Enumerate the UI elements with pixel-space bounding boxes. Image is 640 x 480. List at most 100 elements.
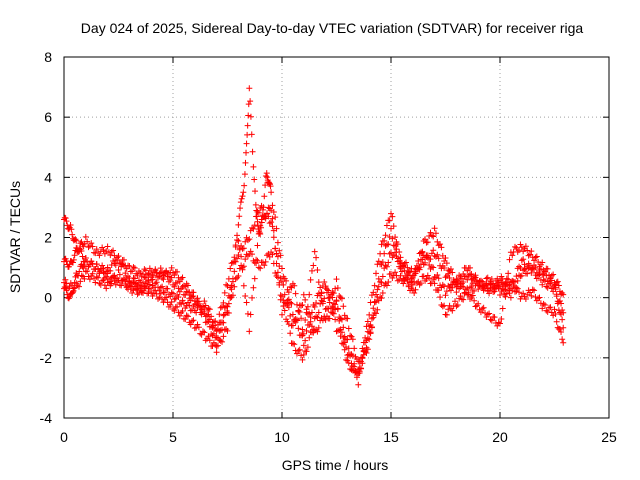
data-point (193, 309, 200, 316)
data-point (385, 241, 392, 248)
data-point (375, 275, 382, 282)
data-point (322, 316, 329, 323)
data-point (62, 215, 69, 222)
data-point (300, 291, 307, 298)
data-point (431, 252, 438, 259)
data-point (103, 268, 110, 275)
data-point (328, 309, 335, 316)
data-point (246, 85, 253, 92)
data-point (511, 243, 518, 250)
data-point (441, 302, 448, 309)
data-point (374, 306, 381, 313)
data-point (269, 251, 276, 258)
data-point (389, 235, 396, 242)
data-point (449, 307, 456, 314)
data-point (235, 221, 242, 228)
data-point (238, 195, 245, 202)
data-point (454, 301, 461, 308)
data-point (287, 330, 294, 337)
data-point (559, 316, 566, 323)
data-point (179, 274, 186, 281)
data-point (265, 204, 272, 211)
data-point (236, 246, 243, 253)
data-point (402, 275, 409, 282)
x-axis-label: GPS time / hours (282, 457, 389, 473)
data-point (213, 349, 220, 356)
data-point (84, 268, 91, 275)
data-point (374, 286, 381, 293)
data-point (520, 267, 527, 274)
data-point (311, 303, 318, 310)
data-point (194, 321, 201, 328)
data-point (460, 296, 467, 303)
data-point (253, 260, 260, 267)
data-point (415, 278, 422, 285)
x-tick-label: 15 (383, 429, 399, 445)
data-point (430, 276, 437, 283)
series-trace-4 (61, 204, 567, 378)
data-point (261, 193, 268, 200)
data-point (303, 309, 310, 316)
data-point (122, 277, 129, 284)
data-point (428, 232, 435, 239)
data-point (176, 312, 183, 319)
data-point (214, 342, 221, 349)
data-point (89, 243, 96, 250)
data-point (401, 260, 408, 267)
data-point (355, 381, 362, 388)
data-point (206, 323, 213, 330)
data-point (435, 255, 442, 262)
data-point (127, 286, 134, 293)
data-point (434, 272, 441, 278)
data-point (86, 276, 93, 283)
data-point (201, 329, 208, 336)
data-point (332, 316, 339, 323)
data-point (67, 221, 74, 228)
data-point (229, 278, 236, 285)
data-point (171, 307, 178, 314)
data-point (388, 210, 394, 217)
data-point (157, 265, 164, 272)
data-point (291, 317, 298, 324)
data-point (383, 222, 390, 229)
data-point (464, 267, 471, 274)
data-point (126, 282, 133, 289)
data-point (248, 131, 255, 138)
data-point (220, 299, 227, 306)
data-point (255, 264, 262, 271)
data-point (164, 273, 171, 280)
data-point (532, 293, 539, 300)
data-point (497, 292, 503, 299)
data-point (232, 243, 239, 250)
data-point (370, 305, 377, 312)
data-point (536, 294, 543, 301)
data-point (274, 253, 281, 260)
data-point (155, 273, 162, 280)
data-point (264, 174, 271, 181)
data-point (521, 266, 528, 273)
data-point (475, 300, 482, 307)
data-point (298, 315, 305, 322)
data-point (315, 324, 322, 331)
data-point (201, 298, 208, 305)
data-point (449, 284, 456, 291)
data-point (442, 255, 449, 262)
data-point (247, 98, 254, 105)
data-point (240, 282, 247, 289)
data-point (142, 267, 149, 274)
data-point (326, 299, 333, 306)
data-point (516, 263, 523, 270)
data-point (267, 183, 274, 190)
data-point (212, 318, 219, 325)
data-point (296, 346, 303, 353)
data-point (368, 315, 375, 322)
data-point (467, 264, 474, 271)
data-point (217, 304, 224, 311)
data-point (349, 352, 356, 359)
data-point (140, 289, 147, 296)
data-point (291, 282, 298, 289)
data-point (345, 345, 352, 352)
data-point (61, 279, 67, 286)
data-point (69, 231, 76, 238)
